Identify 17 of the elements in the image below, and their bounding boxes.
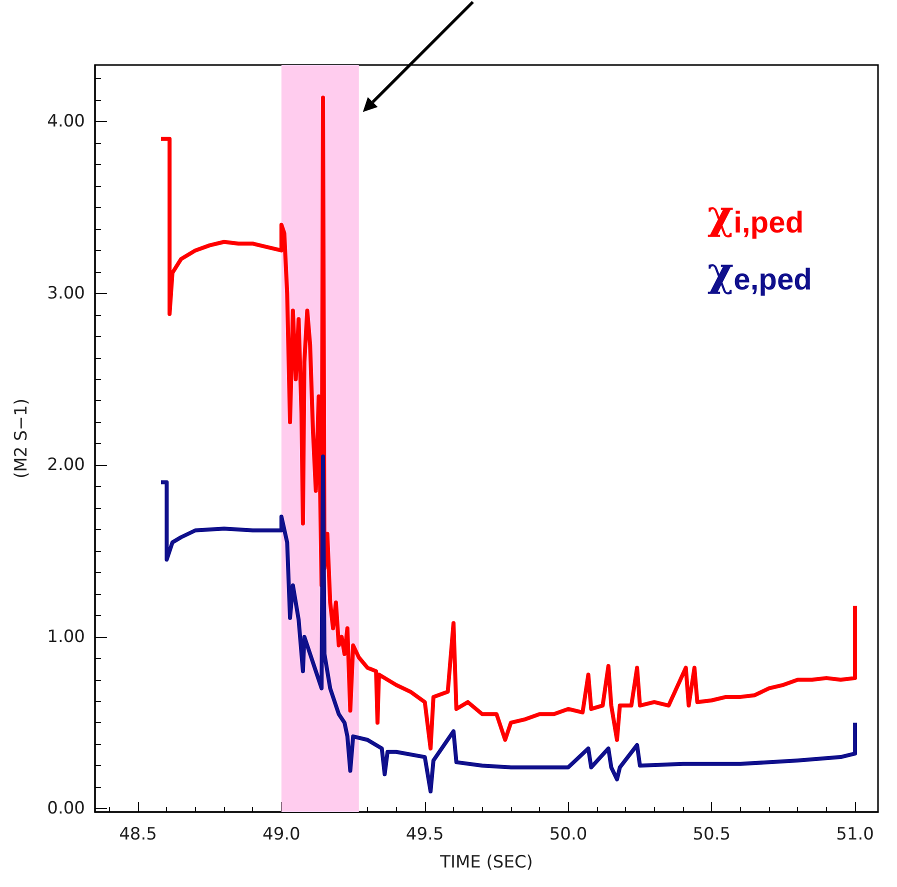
x-tick-label: 50.0 bbox=[549, 824, 588, 844]
x-tick-label: 48.5 bbox=[119, 824, 157, 844]
x-tick-label: 50.5 bbox=[692, 824, 731, 844]
x-tick-label: 51.0 bbox=[836, 824, 874, 844]
y-tick-label: 0.00 bbox=[47, 798, 85, 819]
y-tick-label: 3.00 bbox=[47, 283, 85, 304]
line-series bbox=[158, 96, 858, 750]
text: χe,ped bbox=[707, 248, 812, 296]
y-axis-title: (M2 S−1) bbox=[12, 398, 32, 479]
text: χi,ped bbox=[707, 192, 804, 240]
x-tick-label: 49.0 bbox=[262, 824, 300, 844]
x-tick-label: 49.5 bbox=[406, 824, 444, 844]
y-tick-label: 1.00 bbox=[47, 626, 85, 647]
y-tick-label: 2.00 bbox=[47, 455, 85, 476]
line-series bbox=[158, 454, 858, 794]
x-axis-title: TIME (SEC) bbox=[439, 852, 533, 872]
y-tick-label: 4.00 bbox=[47, 112, 85, 132]
